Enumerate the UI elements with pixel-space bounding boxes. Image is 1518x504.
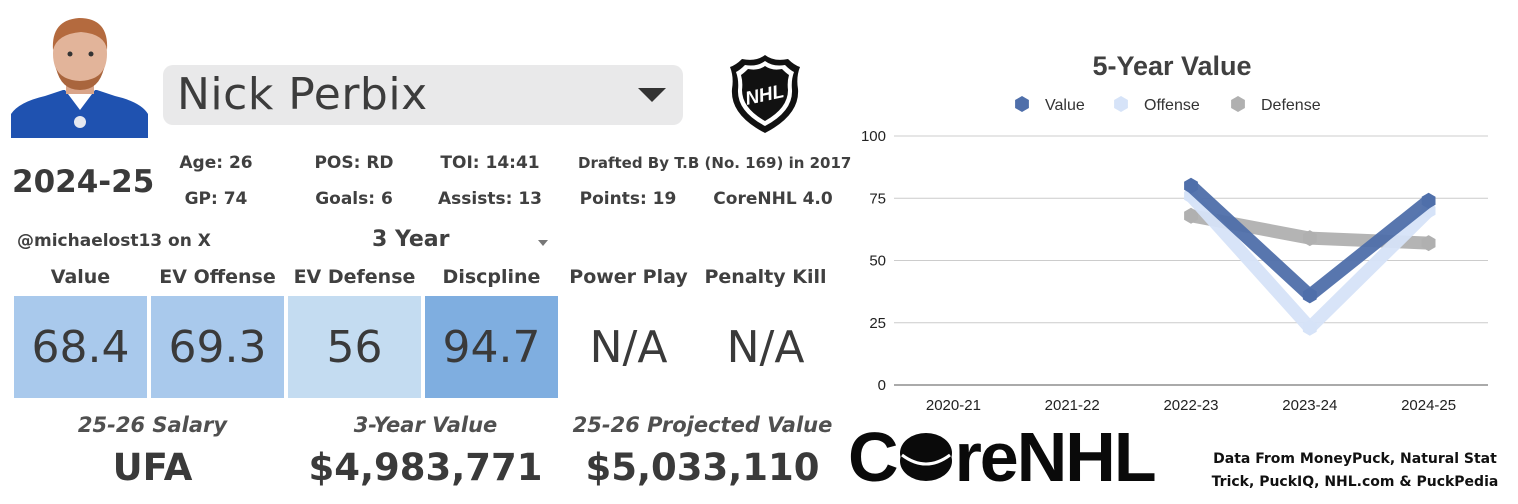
player-avatar: [11, 10, 148, 138]
brand-prefix: C: [848, 418, 899, 496]
nhl-shield-logo: NHL: [728, 53, 802, 135]
three-year-value: $4,983,771: [308, 446, 543, 489]
metric-header-power-play: Power Play: [569, 266, 688, 288]
legend-marker-value: [1015, 96, 1029, 112]
x-tick-label: 2022-23: [1163, 397, 1218, 414]
caret-down-icon[interactable]: [638, 88, 666, 102]
legend-label-value: Value: [1045, 97, 1085, 114]
metric-tile-ev-defense: 56: [288, 296, 421, 398]
salary-label: 25-26 Salary: [77, 413, 228, 437]
data-point-defense: [1184, 207, 1198, 224]
y-tick-label: 75: [869, 190, 886, 207]
data-point-value: [1184, 177, 1198, 194]
metric-tile-penalty-kill: N/A: [699, 296, 832, 398]
legend-marker-defense: [1231, 96, 1245, 112]
metric-header-value: Value: [50, 266, 111, 288]
y-tick-label: 0: [878, 377, 886, 394]
data-point-offense: [1302, 319, 1317, 336]
data-point-value: [1302, 287, 1317, 304]
y-tick-label: 25: [869, 315, 886, 332]
projected-value-label: 25-26 Projected Value: [572, 413, 833, 437]
salary-value: UFA: [112, 446, 193, 489]
x-tick-label: 2023-24: [1282, 397, 1337, 414]
metric-header-discipline: Discpline: [442, 266, 541, 288]
player-name: Nick Perbix: [177, 69, 428, 120]
metric-tile-ev-offense: 69.3: [151, 296, 284, 398]
metric-header-penalty-kill: Penalty Kill: [704, 266, 827, 288]
player-select[interactable]: Nick Perbix: [163, 65, 683, 125]
three-year-value-label: 3-Year Value: [353, 413, 498, 437]
brand-suffix: reNHL: [954, 418, 1157, 496]
x-tick-label: 2021-22: [1045, 397, 1100, 414]
stat-position: POS: RD: [314, 153, 394, 173]
x-tick-label: 2020-21: [926, 397, 981, 414]
chart-title: 5-Year Value: [1092, 51, 1251, 81]
puck-icon: [899, 433, 952, 481]
x-tick-label: 2024-25: [1401, 397, 1456, 414]
data-point-defense: [1421, 235, 1436, 252]
data-point-value: [1421, 192, 1436, 209]
caret-down-icon[interactable]: [538, 240, 548, 246]
data-point-defense: [1302, 230, 1317, 247]
stat-goals: Goals: 6: [315, 189, 393, 209]
data-source-note: Data From MoneyPuck, Natural Stat Trick,…: [1211, 451, 1499, 490]
stat-age: Age: 26: [179, 153, 253, 173]
model-version: CoreNHL 4.0: [713, 189, 833, 209]
season-label: 2024-25: [12, 164, 155, 200]
author-handle: @michaelost13 on X: [17, 231, 211, 251]
draft-info: Drafted By T.B (No. 169) in 2017: [578, 154, 852, 172]
y-tick-label: 50: [869, 253, 886, 270]
metric-tile-value: 68.4: [14, 296, 147, 398]
stat-toi: TOI: 14:41: [440, 153, 540, 173]
window-select-value: 3 Year: [372, 227, 450, 252]
stat-points: Points: 19: [579, 189, 677, 209]
projected-value: $5,033,110: [585, 446, 820, 489]
window-select[interactable]: 3 Year: [370, 227, 552, 255]
metric-header-ev-offense: EV Offense: [159, 266, 276, 288]
metric-header-ev-defense: EV Defense: [293, 266, 416, 288]
metric-tile-discipline: 94.7: [425, 296, 558, 398]
y-tick-label: 100: [861, 128, 886, 145]
stat-assists: Assists: 13: [438, 189, 542, 209]
legend-label-offense: Offense: [1144, 97, 1200, 114]
legend-marker-offense: [1114, 96, 1128, 112]
five-year-value-chart: 5-Year Value Value Offense Defense 0 25 50 75…: [840, 40, 1510, 425]
stat-gp: GP: 74: [184, 189, 248, 209]
legend-label-defense: Defense: [1261, 97, 1321, 114]
metric-tile-power-play: N/A: [562, 296, 695, 398]
